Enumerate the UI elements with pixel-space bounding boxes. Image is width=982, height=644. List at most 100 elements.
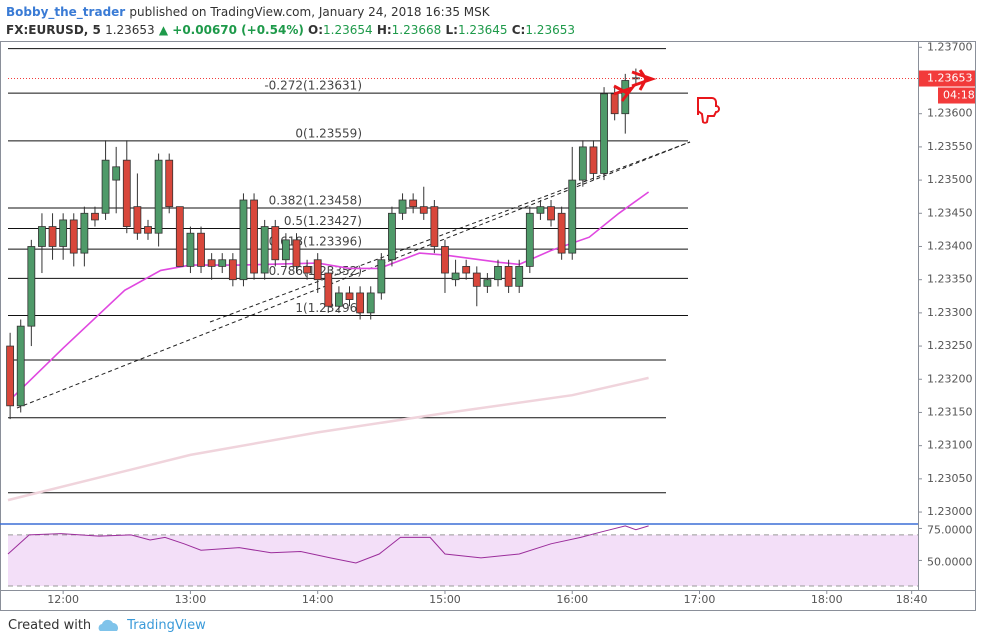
- last: 1.23653: [105, 23, 155, 37]
- candle-body: [59, 219, 68, 247]
- published: published on TradingView.com, January 24…: [129, 5, 490, 19]
- candle-body: [557, 212, 566, 254]
- candle-body: [589, 146, 598, 174]
- x-tick-label: 12:00: [47, 593, 79, 606]
- candle-body: [398, 199, 407, 214]
- candle-body: [451, 272, 460, 281]
- candle-body: [377, 259, 386, 294]
- candle-body: [218, 259, 227, 267]
- c-value: 1.23653: [525, 23, 575, 37]
- frame: [0, 41, 976, 611]
- h-value: 1.23668: [391, 23, 442, 37]
- candle-body: [239, 199, 248, 281]
- x-tick-label: 18:40: [896, 593, 928, 606]
- y-tick-label: 1.23400: [927, 239, 973, 252]
- candle-body: [16, 325, 25, 407]
- x-tick-label: 16:00: [556, 593, 588, 606]
- candle-body: [186, 232, 195, 267]
- o-value: 1.23654: [323, 23, 373, 37]
- candle-body: [122, 159, 131, 227]
- candle-body: [101, 159, 110, 214]
- x-tick-label: 18:00: [811, 593, 843, 606]
- candle-body: [175, 206, 184, 267]
- y-tick-label: 1.23100: [927, 439, 973, 452]
- candle-body: [366, 292, 375, 314]
- y-tick-label: 1.23500: [927, 173, 973, 186]
- fib-label: -0.272(1.23631): [264, 79, 362, 93]
- fib-label: 0.5(1.23427): [284, 214, 362, 228]
- candle-body: [38, 226, 46, 247]
- candle-body: [494, 265, 502, 281]
- x-tick-label: 15:00: [429, 593, 461, 606]
- candle-body: [260, 226, 269, 274]
- countdown-box: [938, 87, 975, 104]
- candle-body: [483, 279, 492, 287]
- candle-body: [313, 259, 322, 281]
- candle-body: [69, 219, 78, 254]
- l-value: 1.23645: [457, 23, 508, 37]
- change: ▲ +0.00670 (+0.54%): [158, 23, 304, 37]
- candle-body: [80, 212, 89, 254]
- rsi-tick-label: 50.0000: [927, 555, 973, 568]
- y-tick-label: 1.23700: [927, 40, 973, 53]
- trend-line: [16, 141, 691, 409]
- fib-label: 0.382(1.23458): [269, 193, 362, 207]
- y-tick-label: 1.23050: [927, 472, 973, 485]
- candle-body: [409, 199, 418, 208]
- candle-body: [228, 259, 237, 281]
- candle-body: [154, 159, 163, 234]
- candle-body: [345, 292, 354, 300]
- author[interactable]: Bobby_the_trader: [6, 5, 126, 19]
- candle-body: [133, 206, 142, 234]
- c-label: C:: [511, 23, 526, 37]
- candle-body: [525, 212, 534, 267]
- thumbs-down-icon: [697, 97, 720, 124]
- candle-body: [610, 93, 619, 115]
- x-tick-label: 13:00: [175, 593, 207, 606]
- logo: [98, 619, 119, 631]
- rsi-line: [7, 525, 649, 564]
- candle-body: [547, 206, 555, 221]
- candle-body: [207, 259, 216, 267]
- y-tick-label: 1.23450: [927, 206, 973, 219]
- trend-line: [209, 141, 691, 323]
- candle-body: [324, 272, 333, 307]
- moving-average: [7, 376, 649, 502]
- candle-body: [303, 265, 311, 274]
- last-price-box: [919, 70, 975, 87]
- y-tick-label: 1.23300: [927, 306, 973, 319]
- candle-body: [281, 239, 290, 261]
- candle-body: [91, 212, 99, 221]
- symbol: FX:EURUSD, 5: [6, 23, 101, 37]
- candle-body: [271, 226, 280, 261]
- candle-body: [250, 199, 258, 274]
- last-price-label: 1.23653: [927, 72, 973, 85]
- candle-body: [27, 246, 36, 327]
- candle-body: [430, 206, 439, 247]
- candle-body: [515, 265, 524, 287]
- candle-body: [419, 206, 428, 214]
- candle-body: [578, 146, 587, 181]
- fib-label: 0.618(1.23396): [269, 235, 362, 249]
- candle-body: [197, 232, 205, 267]
- candle-body: [292, 239, 301, 267]
- x-tick-label: 17:00: [684, 593, 716, 606]
- candle-body: [441, 246, 449, 274]
- rsi-band: [8, 534, 918, 587]
- candle-body: [112, 166, 121, 181]
- header-row: FX:EURUSD, 5 1.23653 ▲ +0.00670 (+0.54%)…: [6, 21, 575, 39]
- candle-body: [356, 292, 365, 314]
- fib-label: 0(1.23559): [295, 126, 362, 140]
- candle-body: [335, 292, 343, 307]
- o-label: O:: [308, 23, 324, 37]
- y-tick-label: 1.23550: [927, 140, 973, 153]
- candle-body: [144, 226, 152, 234]
- candle-body: [462, 265, 471, 274]
- header-row: Bobby_the_trader published on TradingVie…: [6, 3, 575, 21]
- created-with: Created with: [8, 618, 92, 633]
- candle-body: [165, 159, 174, 208]
- arrow-mark: [631, 69, 657, 91]
- brand[interactable]: TradingView: [127, 618, 206, 633]
- arrow-marks: [613, 69, 657, 102]
- candle-body: [600, 93, 608, 174]
